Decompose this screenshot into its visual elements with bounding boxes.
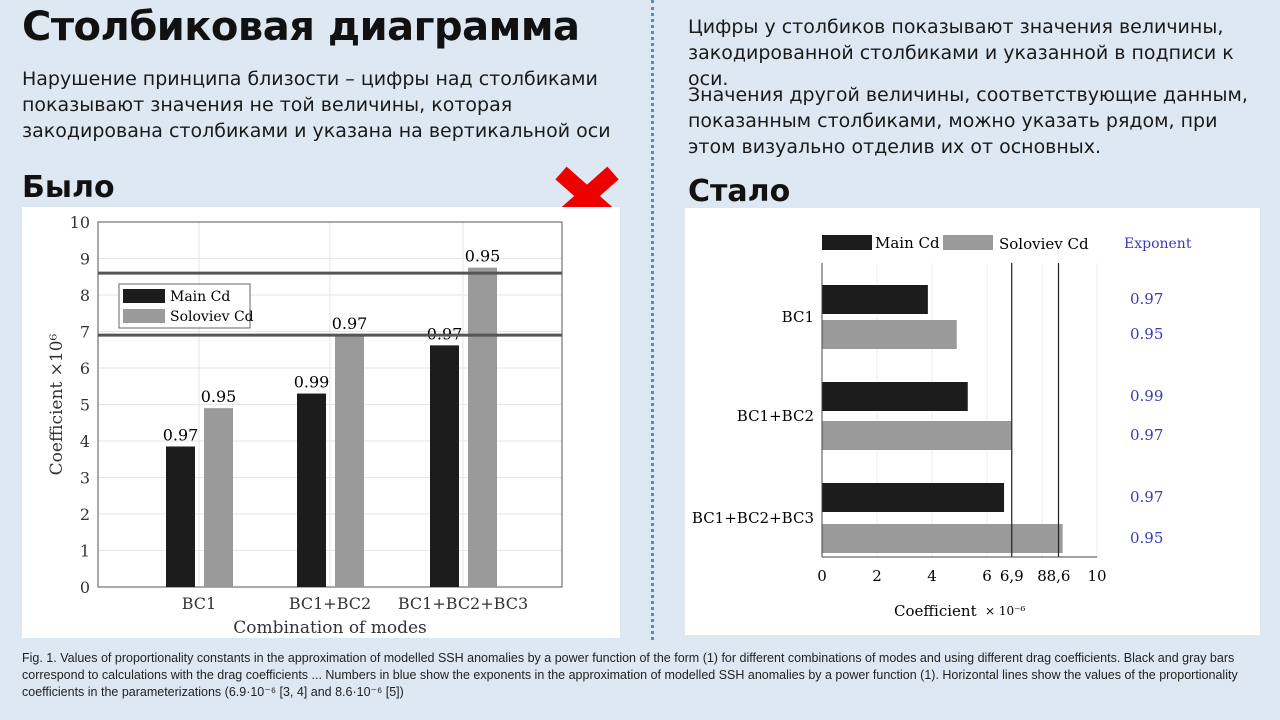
x-tick-label: BC1+BC2+BC3 (398, 594, 528, 613)
y-tick-label: 5 (80, 396, 90, 415)
bar-label: 0.95 (201, 387, 237, 406)
bar-label: 0.97 (332, 314, 368, 333)
plot-frame (97, 221, 563, 588)
y-tick-label: 9 (80, 250, 90, 269)
legend-swatch (943, 235, 993, 250)
category-label: BC1+BC2+BC3 (692, 509, 814, 527)
exponent-header: Exponent (1124, 236, 1192, 252)
x-tick-label: 0 (817, 567, 827, 585)
bar-soloviev (822, 320, 957, 349)
right-description-2: Значения другой величины, соответствующи… (688, 84, 1248, 158)
y-axis-label: Coefficient ×10⁶ (47, 333, 67, 475)
x-tick-label: BC1 (182, 594, 216, 613)
legend-swatch (123, 289, 165, 303)
exponent-label: 0.99 (1130, 387, 1163, 405)
exponent-label: 0.95 (1130, 529, 1163, 547)
right-description-1: Цифры у столбиков показывают значения ве… (688, 16, 1234, 90)
y-tick-label: 2 (80, 505, 90, 524)
vertical-bar-chart: 0123456789100.970.95BC10.990.97BC1+BC20.… (47, 213, 563, 638)
category-label: BC1+BC2 (737, 407, 814, 425)
bar-soloviev (204, 408, 233, 587)
x-tick-label: 4 (927, 567, 937, 585)
bar-soloviev (335, 335, 364, 587)
x-tick-label: 2 (872, 567, 882, 585)
y-tick-label: 1 (80, 542, 90, 561)
after-heading: Стало (688, 174, 791, 209)
exponent-label: 0.97 (1130, 488, 1163, 506)
before-chart: 0 1 2 3 4 5 6 7 8 9 10 0.97 0.95 BC1 0.99 0.97 BC1+BC2 0.… (22, 207, 620, 638)
x-tick-label: 8,6 (1047, 567, 1071, 585)
x-tick-label: 6,9 (1000, 567, 1024, 585)
legend-swatch (123, 309, 165, 323)
horizontal-bar-chart: 0 2 4 6 6,9 8 8,6 10 0.97 0.95 BC1 0.99 0.97 BC1+BC2 0… (692, 234, 1192, 620)
bar-label: 0.99 (294, 373, 330, 392)
exponent-label: 0.97 (1130, 426, 1163, 444)
bar-label: 0.97 (163, 425, 199, 444)
bar-soloviev (822, 524, 1063, 553)
legend-label: Soloviev Cd (999, 235, 1089, 253)
y-tick-label: 8 (80, 286, 90, 305)
x-tick-label: 6 (982, 567, 992, 585)
bar-soloviev (822, 421, 1012, 450)
legend-label: Main Cd (875, 234, 940, 252)
legend-swatch (822, 235, 872, 250)
bar-main (822, 285, 928, 314)
y-tick-label: 10 (70, 213, 90, 232)
x-tick-label: 10 (1087, 567, 1106, 585)
y-tick-label: 4 (80, 432, 90, 451)
bar-main (822, 483, 1005, 512)
after-chart: 0 2 4 6 6,9 8 8,6 10 0.97 0.95 BC1 0.99 0.97 BC1+BC2 0… (685, 208, 1260, 635)
bar-main (297, 393, 326, 587)
y-tick-label: 3 (80, 469, 90, 488)
bar-label: 0.95 (465, 247, 501, 266)
y-tick-label: 0 (80, 578, 90, 597)
x-tick-label: 8 (1037, 567, 1047, 585)
category-label: BC1 (782, 308, 814, 326)
bar-main (430, 345, 459, 587)
y-tick-label: 6 (80, 359, 90, 378)
x-axis-label: Combination of modes (233, 618, 427, 638)
legend-label: Soloviev Cd (170, 309, 254, 325)
before-heading: Было (22, 170, 115, 205)
x-tick-label: BC1+BC2 (289, 594, 371, 613)
x-axis-unit: × 10⁻⁶ (985, 604, 1025, 618)
bar-soloviev (468, 267, 497, 587)
page-title: Столбиковая диаграмма (22, 4, 580, 50)
bar-main (166, 446, 195, 587)
x-axis-label: Coefficient (894, 602, 977, 620)
legend-label: Main Cd (170, 289, 230, 305)
left-description: Нарушение принципа близости – цифры над … (22, 68, 611, 142)
divider (651, 0, 654, 640)
y-tick-label: 7 (80, 323, 90, 342)
bar-main (822, 382, 968, 411)
exponent-label: 0.97 (1130, 290, 1163, 308)
figure-caption: Fig. 1. Values of proportionality consta… (22, 651, 1238, 699)
exponent-label: 0.95 (1130, 325, 1163, 343)
